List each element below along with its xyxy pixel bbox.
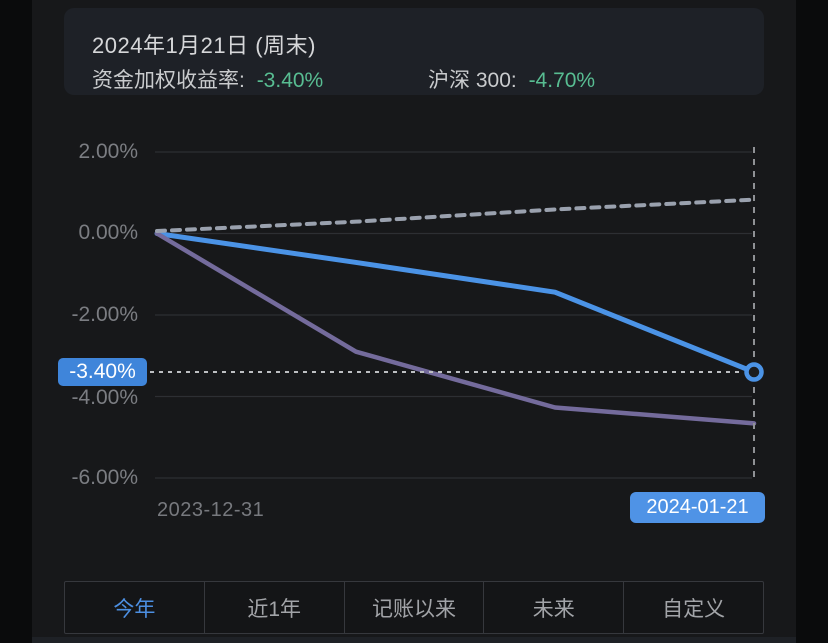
current-value-badge: -3.40% — [58, 358, 147, 386]
weighted-return-label: 资金加权收益率: — [92, 69, 245, 92]
tab-since-start[interactable]: 记账以来 — [343, 582, 484, 633]
benchmark-pair: 沪深 300: -4.70% — [428, 64, 595, 94]
y-tick-label: -4.00% — [71, 386, 138, 409]
tab-last-1-year[interactable]: 近1年 — [203, 582, 344, 633]
y-tick-label: -2.00% — [71, 303, 138, 326]
benchmark-label: 沪深 300: — [428, 69, 517, 92]
tab-custom[interactable]: 自定义 — [623, 582, 763, 633]
series-line-1 — [154, 231, 757, 426]
page-background — [32, 0, 796, 643]
x-axis-start-label: 2023-12-31 — [157, 499, 265, 521]
next-card-edge — [32, 637, 796, 643]
tab-this-year[interactable]: 今年 — [113, 597, 156, 621]
tab-future[interactable]: 未来 — [483, 582, 623, 633]
weighted-return-pair: 资金加权收益率: -3.40% — [92, 64, 323, 94]
current-date-badge: 2024-01-21 — [630, 492, 765, 523]
weighted-return-value: -3.40% — [256, 69, 324, 92]
y-tick-label: 2.00% — [78, 140, 138, 163]
selected-date-label: 2024年1月21日 (周末) — [92, 33, 316, 58]
summary-card: 2024年1月21日 (周末) 资金加权收益率: -3.40% 沪深 300: … — [64, 8, 764, 95]
endpoint-marker[interactable] — [744, 362, 764, 382]
series-line-2 — [155, 197, 756, 234]
series-line-0 — [154, 231, 757, 375]
time-range-tabs: 今年 近1年 记账以来 未来 自定义 — [64, 581, 764, 634]
y-tick-label: 0.00% — [78, 221, 138, 244]
benchmark-value: -4.70% — [528, 69, 596, 92]
y-tick-label: -6.00% — [71, 466, 138, 489]
